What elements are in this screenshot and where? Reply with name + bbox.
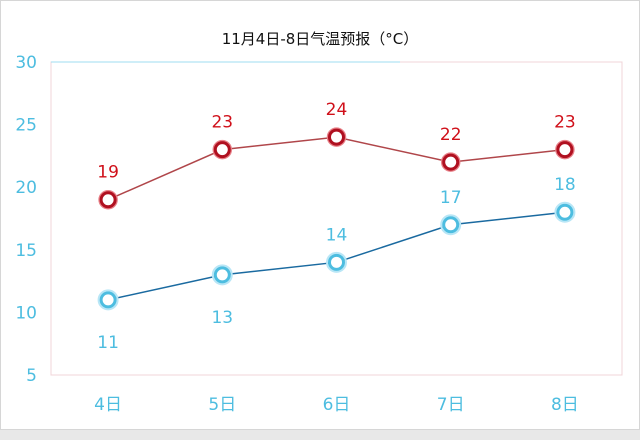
point-halo (440, 214, 462, 236)
y-tick-label: 15 (15, 241, 37, 261)
point-halo (554, 201, 576, 223)
y-tick-label: 20 (15, 178, 37, 198)
data-label: 22 (440, 125, 462, 145)
data-label: 24 (326, 100, 348, 120)
x-tick-label: 5日 (208, 395, 236, 415)
data-point-low (328, 253, 345, 271)
x-tick-label: 7日 (437, 395, 465, 415)
data-point-high (213, 141, 231, 159)
data-point-low (99, 291, 117, 309)
data-label: 23 (554, 113, 576, 133)
y-tick-label: 30 (15, 53, 37, 73)
y-tick-label: 25 (15, 116, 37, 136)
data-label: 23 (211, 113, 233, 133)
data-label: 11 (97, 333, 119, 353)
data-label: 17 (440, 188, 462, 208)
data-point-high (99, 191, 117, 209)
data-label: 13 (211, 308, 233, 328)
data-label: 14 (326, 225, 348, 245)
x-tick-label: 8日 (551, 395, 579, 415)
point-halo (326, 251, 347, 273)
data-point-high (328, 128, 345, 146)
data-label: 18 (554, 175, 576, 195)
x-tick-label: 6日 (323, 395, 351, 415)
chart-title: 11月4日-8日气温预报（°C） (222, 30, 419, 48)
data-point-high (556, 141, 574, 159)
point-halo (212, 139, 233, 160)
point-halo (97, 289, 119, 311)
y-tick-label: 10 (15, 303, 37, 323)
point-halo (555, 139, 575, 160)
data-label: 19 (97, 163, 119, 183)
data-point-low (213, 266, 231, 284)
point-halo (98, 189, 118, 210)
data-point-low (442, 216, 460, 234)
data-point-low (556, 203, 574, 221)
x-tick-label: 4日 (94, 395, 122, 415)
point-halo (440, 152, 461, 172)
point-halo (211, 264, 233, 286)
y-tick-label: 5 (26, 366, 37, 386)
data-point-high (442, 153, 460, 171)
point-halo (326, 127, 347, 147)
